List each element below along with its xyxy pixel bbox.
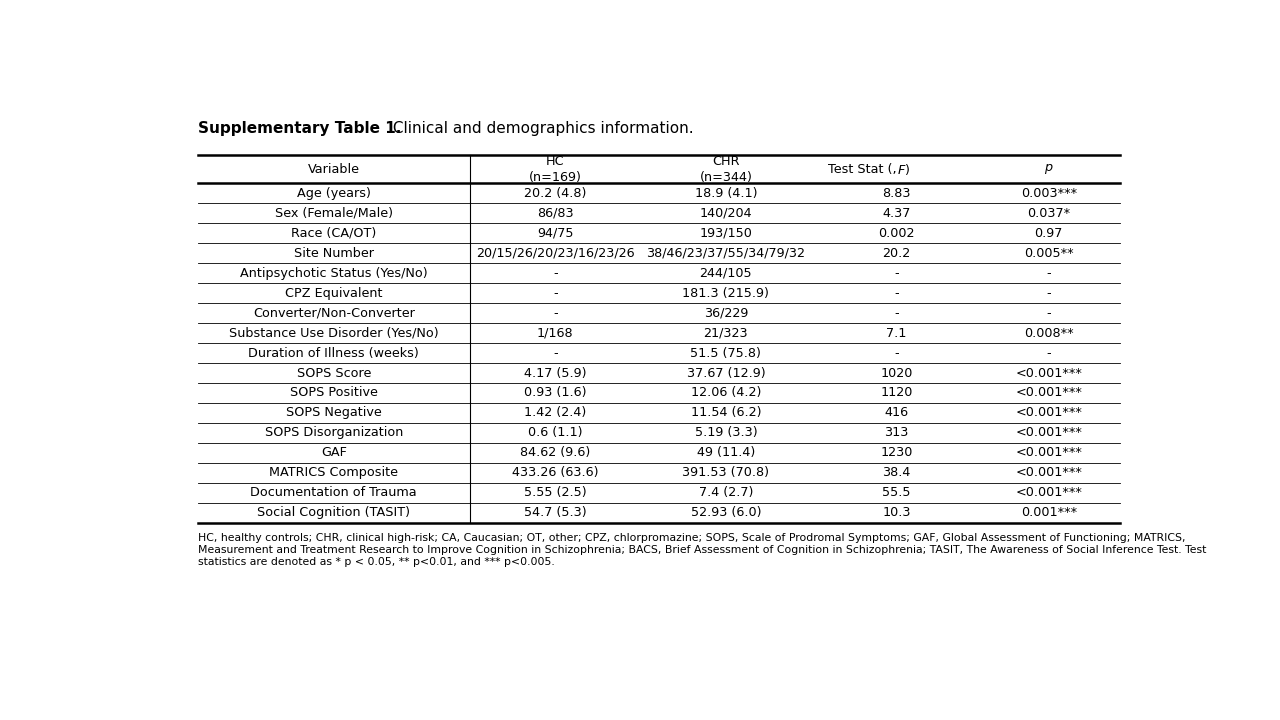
Text: 0.008**: 0.008** [1024, 327, 1074, 340]
Text: 1230: 1230 [881, 446, 913, 459]
Text: SOPS Disorganization: SOPS Disorganization [265, 426, 403, 439]
Text: 36/229: 36/229 [704, 307, 748, 320]
Text: -: - [895, 346, 899, 359]
Text: 5.55 (2.5): 5.55 (2.5) [524, 486, 586, 499]
Text: 0.037*: 0.037* [1027, 207, 1070, 220]
Text: Race (CA/OT): Race (CA/OT) [291, 227, 376, 240]
Text: Site Number: Site Number [294, 247, 374, 260]
Text: 1020: 1020 [881, 366, 913, 379]
Text: Antipsychotic Status (Yes/No): Antipsychotic Status (Yes/No) [239, 266, 428, 280]
Text: 1120: 1120 [881, 387, 913, 400]
Text: 313: 313 [884, 426, 909, 439]
Text: -: - [1047, 266, 1051, 280]
Text: -: - [1047, 307, 1051, 320]
Text: 244/105: 244/105 [700, 266, 753, 280]
Text: 94/75: 94/75 [536, 227, 573, 240]
Text: 84.62 (9.6): 84.62 (9.6) [520, 446, 590, 459]
Text: HC
(n=169): HC (n=169) [529, 155, 581, 184]
Text: -: - [895, 287, 899, 300]
Text: 193/150: 193/150 [699, 227, 753, 240]
Text: Sex (Female/Male): Sex (Female/Male) [275, 207, 393, 220]
Text: 38.4: 38.4 [882, 467, 911, 480]
Text: Substance Use Disorder (Yes/No): Substance Use Disorder (Yes/No) [229, 327, 439, 340]
Text: 18.9 (4.1): 18.9 (4.1) [695, 187, 756, 200]
Text: 4.17 (5.9): 4.17 (5.9) [524, 366, 586, 379]
Text: -: - [1047, 287, 1051, 300]
Text: $F$): $F$) [896, 161, 910, 176]
Text: 1/168: 1/168 [536, 327, 573, 340]
Text: 0.93 (1.6): 0.93 (1.6) [524, 387, 586, 400]
Text: CHR
(n=344): CHR (n=344) [699, 155, 753, 184]
Text: 10.3: 10.3 [882, 506, 911, 519]
Text: Age (years): Age (years) [297, 187, 371, 200]
Text: Documentation of Trauma: Documentation of Trauma [251, 486, 417, 499]
Text: 38/46/23/37/55/34/79/32: 38/46/23/37/55/34/79/32 [646, 247, 805, 260]
Text: 391.53 (70.8): 391.53 (70.8) [682, 467, 769, 480]
Text: Supplementary Table 1.: Supplementary Table 1. [197, 121, 401, 136]
Text: 49 (11.4): 49 (11.4) [696, 446, 755, 459]
Text: -: - [553, 287, 558, 300]
Text: <0.001***: <0.001*** [1015, 407, 1082, 420]
Text: -: - [553, 346, 558, 359]
Text: $p$: $p$ [1044, 162, 1053, 176]
Text: SOPS Negative: SOPS Negative [285, 407, 381, 420]
Text: 0.003***: 0.003*** [1020, 187, 1076, 200]
Text: 7.4 (2.7): 7.4 (2.7) [699, 486, 753, 499]
Text: 433.26 (63.6): 433.26 (63.6) [512, 467, 599, 480]
Text: 0.6 (1.1): 0.6 (1.1) [527, 426, 582, 439]
Text: 0.97: 0.97 [1034, 227, 1062, 240]
Text: <0.001***: <0.001*** [1015, 467, 1082, 480]
Text: 52.93 (6.0): 52.93 (6.0) [691, 506, 762, 519]
Text: 20.2: 20.2 [882, 247, 910, 260]
Text: 20/15/26/20/23/16/23/26: 20/15/26/20/23/16/23/26 [476, 247, 635, 260]
Text: -: - [895, 266, 899, 280]
Text: 21/323: 21/323 [704, 327, 749, 340]
Text: 12.06 (4.2): 12.06 (4.2) [691, 387, 762, 400]
Text: Clinical and demographics information.: Clinical and demographics information. [388, 121, 694, 136]
Text: -: - [895, 307, 899, 320]
Text: SOPS Score: SOPS Score [297, 366, 371, 379]
Text: 0.002: 0.002 [878, 227, 915, 240]
Text: 0.005**: 0.005** [1024, 247, 1074, 260]
Text: 86/83: 86/83 [536, 207, 573, 220]
Text: Converter/Non-Converter: Converter/Non-Converter [253, 307, 415, 320]
Text: Variable: Variable [307, 163, 360, 176]
Text: HC, healthy controls; CHR, clinical high-risk; CA, Caucasian; OT, other; CPZ, ch: HC, healthy controls; CHR, clinical high… [197, 533, 1185, 543]
Text: 20.2 (4.8): 20.2 (4.8) [524, 187, 586, 200]
Text: 37.67 (12.9): 37.67 (12.9) [686, 366, 765, 379]
Text: 8.83: 8.83 [882, 187, 911, 200]
Text: 181.3 (215.9): 181.3 (215.9) [682, 287, 769, 300]
Text: 11.54 (6.2): 11.54 (6.2) [691, 407, 762, 420]
Text: 0.001***: 0.001*** [1020, 506, 1076, 519]
Text: -: - [1047, 346, 1051, 359]
Text: Measurement and Treatment Research to Improve Cognition in Schizophrenia; BACS, : Measurement and Treatment Research to Im… [197, 545, 1206, 555]
Text: 55.5: 55.5 [882, 486, 911, 499]
Text: 140/204: 140/204 [700, 207, 753, 220]
Text: 51.5 (75.8): 51.5 (75.8) [690, 346, 762, 359]
Text: Social Cognition (TASIT): Social Cognition (TASIT) [257, 506, 411, 519]
Text: Test Stat (,: Test Stat (, [828, 163, 896, 176]
Text: 7.1: 7.1 [886, 327, 906, 340]
Text: 5.19 (3.3): 5.19 (3.3) [695, 426, 758, 439]
Text: <0.001***: <0.001*** [1015, 486, 1082, 499]
Text: 54.7 (5.3): 54.7 (5.3) [524, 506, 586, 519]
Text: <0.001***: <0.001*** [1015, 387, 1082, 400]
Text: <0.001***: <0.001*** [1015, 426, 1082, 439]
Text: -: - [553, 266, 558, 280]
Text: MATRICS Composite: MATRICS Composite [269, 467, 398, 480]
Text: SOPS Positive: SOPS Positive [289, 387, 378, 400]
Text: <0.001***: <0.001*** [1015, 366, 1082, 379]
Text: Duration of Illness (weeks): Duration of Illness (weeks) [248, 346, 419, 359]
Text: statistics are denoted as * p < 0.05, ** p<0.01, and *** p<0.005.: statistics are denoted as * p < 0.05, **… [197, 557, 554, 567]
Text: <0.001***: <0.001*** [1015, 446, 1082, 459]
Text: 1.42 (2.4): 1.42 (2.4) [524, 407, 586, 420]
Text: 416: 416 [884, 407, 909, 420]
Text: CPZ Equivalent: CPZ Equivalent [285, 287, 383, 300]
Text: 4.37: 4.37 [882, 207, 911, 220]
Text: -: - [553, 307, 558, 320]
Text: GAF: GAF [321, 446, 347, 459]
